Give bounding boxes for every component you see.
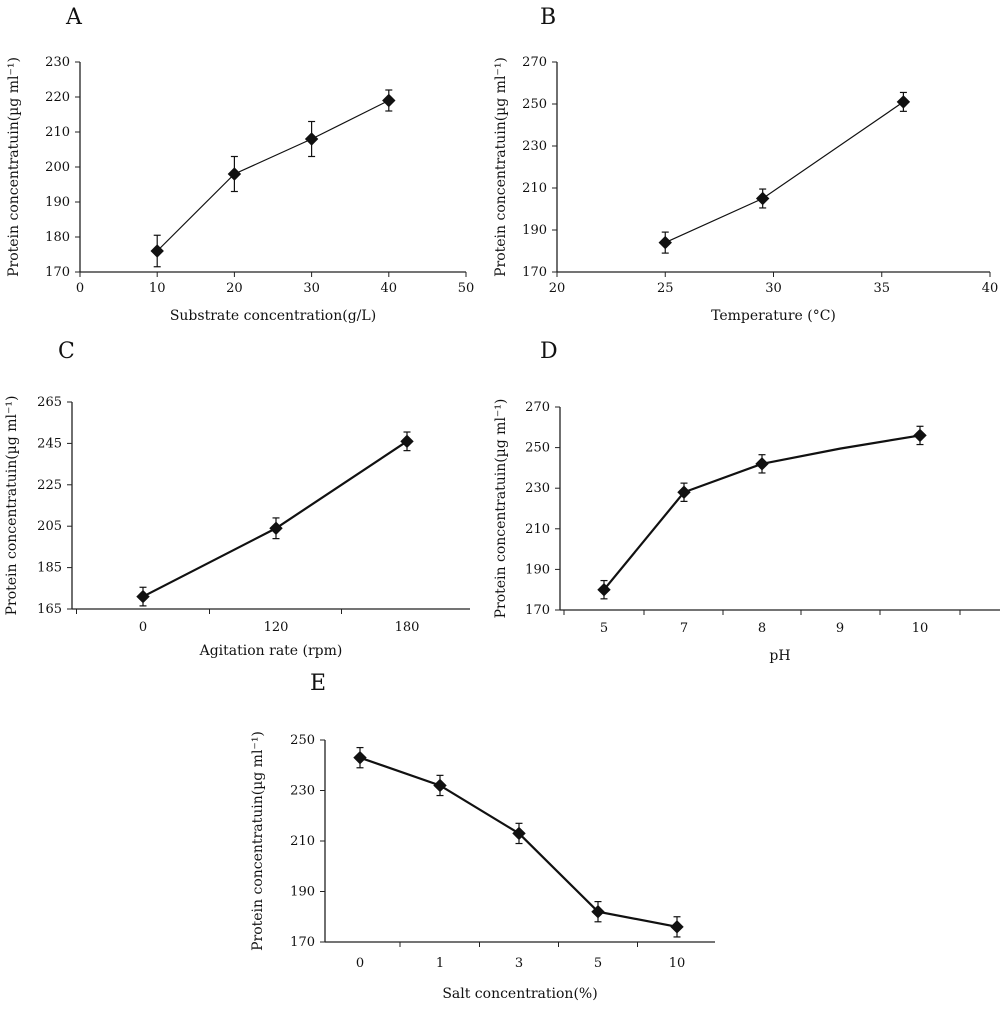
- x-tick-label: 5: [600, 621, 608, 636]
- x-tick-label: 30: [303, 281, 320, 296]
- y-tick-label: 210: [290, 834, 315, 849]
- data-point: [658, 235, 672, 250]
- x-tick-label: 180: [395, 620, 420, 635]
- x-tick-label: 25: [657, 281, 674, 296]
- y-tick-label: 230: [525, 481, 550, 496]
- data-point: [136, 589, 150, 604]
- data-point: [755, 457, 769, 471]
- data-point: [591, 904, 605, 919]
- y-tick-label: 230: [290, 784, 315, 799]
- y-tick-label: 200: [45, 160, 70, 175]
- x-axis-label: Substrate concentration(g/L): [170, 308, 376, 324]
- y-tick-label: 250: [525, 441, 550, 456]
- y-tick-label: 170: [45, 265, 70, 280]
- y-tick-label: 170: [522, 265, 547, 280]
- panel-letter: B: [540, 5, 556, 30]
- y-axis-label: Protein concentratuin(µg ml⁻¹): [493, 57, 509, 277]
- y-tick-label: 220: [45, 90, 70, 105]
- series-line: [142, 440, 408, 598]
- x-tick-label: 8: [758, 621, 766, 636]
- y-axis-label: Protein concentratuin(µg ml⁻¹): [6, 57, 22, 277]
- x-tick-label: 0: [356, 956, 364, 971]
- y-axis-label: Protein concentratuin(µg ml⁻¹): [250, 731, 266, 951]
- x-tick-label: 10: [912, 621, 929, 636]
- data-point: [670, 920, 684, 934]
- x-tick-label: 7: [680, 621, 688, 636]
- panel-d: D 170 190 210 230 250 270 5 7 8 9 10 pH Protein conce…: [493, 339, 1000, 664]
- y-tick-label: 245: [37, 436, 62, 451]
- x-tick-label: 50: [458, 281, 475, 296]
- data-point: [304, 132, 319, 146]
- y-tick-label: 210: [45, 125, 70, 140]
- panel-letter: C: [58, 339, 75, 364]
- y-tick-label: 180: [45, 230, 70, 245]
- y-tick-label: 190: [522, 223, 547, 238]
- panel-b: B 170 190 210 230 250 270 20 25 30 35 40 Temperature…: [493, 5, 998, 324]
- x-tick-label: 30: [765, 281, 782, 296]
- y-tick-label: 185: [37, 561, 62, 576]
- x-tick-label: 20: [226, 281, 243, 296]
- y-tick-label: 170: [290, 935, 315, 950]
- data-point: [677, 485, 691, 499]
- data-point: [512, 826, 526, 841]
- series-line: [665, 101, 904, 244]
- data-point: [755, 191, 770, 206]
- data-point: [400, 434, 414, 449]
- panel-c: C 165 185 205 225 245 265 0 120 180 Agitation rate…: [4, 339, 470, 659]
- y-tick-label: 190: [525, 562, 550, 577]
- y-tick-label: 270: [522, 55, 547, 70]
- x-axis-label: pH: [769, 648, 790, 664]
- data-point: [269, 521, 283, 535]
- data-point: [353, 750, 367, 765]
- y-tick-label: 190: [290, 885, 315, 900]
- x-axis-label: Temperature (°C): [711, 308, 836, 324]
- y-tick-label: 190: [45, 195, 70, 210]
- y-tick-label: 265: [37, 395, 62, 410]
- y-tick-label: 225: [37, 478, 62, 493]
- y-tick-label: 210: [522, 181, 547, 196]
- x-axis-label: Salt concentration(%): [442, 986, 597, 1002]
- y-tick-label: 210: [525, 522, 550, 537]
- x-tick-label: 10: [669, 956, 686, 971]
- y-tick-label: 205: [37, 519, 62, 534]
- x-tick-label: 35: [873, 281, 890, 296]
- data-point: [150, 244, 164, 258]
- y-tick-label: 230: [45, 55, 70, 70]
- x-tick-label: 0: [139, 620, 147, 635]
- y-tick-label: 250: [290, 733, 315, 748]
- data-point: [896, 95, 911, 109]
- y-tick-label: 170: [525, 603, 550, 618]
- series-line: [156, 99, 390, 252]
- x-tick-label: 5: [594, 956, 602, 971]
- y-axis-label: Protein concentratuin(µg ml⁻¹): [493, 399, 509, 619]
- panel-a: A 170 180 190 200 210 220 230 0 10 20 30 40 50 Substra…: [6, 5, 474, 324]
- x-tick-label: 40: [381, 281, 398, 296]
- data-point: [913, 428, 927, 443]
- x-axis-label: Agitation rate (rpm): [199, 643, 343, 659]
- x-tick-label: 10: [149, 281, 166, 296]
- data-point: [227, 167, 242, 181]
- panel-letter: D: [540, 339, 558, 364]
- data-point: [597, 582, 611, 597]
- x-tick-label: 20: [549, 281, 566, 296]
- y-tick-label: 270: [525, 400, 550, 415]
- y-tick-label: 230: [522, 139, 547, 154]
- x-tick-label: 3: [515, 956, 523, 971]
- y-axis-label: Protein concentratuin(µg ml⁻¹): [4, 396, 20, 616]
- panel-e: E 170 190 210 230 250 0 1 3 5 10 Salt concentration…: [250, 671, 715, 1002]
- data-point: [382, 93, 396, 108]
- x-tick-label: 40: [982, 281, 999, 296]
- panel-letter: E: [310, 671, 326, 696]
- x-tick-label: 1: [436, 956, 444, 971]
- y-tick-label: 250: [522, 97, 547, 112]
- x-tick-label: 120: [264, 620, 289, 635]
- y-tick-label: 165: [37, 602, 62, 617]
- x-tick-label: 0: [76, 281, 84, 296]
- panel-letter: A: [65, 5, 83, 30]
- data-point: [433, 778, 447, 793]
- x-tick-label: 9: [836, 621, 844, 636]
